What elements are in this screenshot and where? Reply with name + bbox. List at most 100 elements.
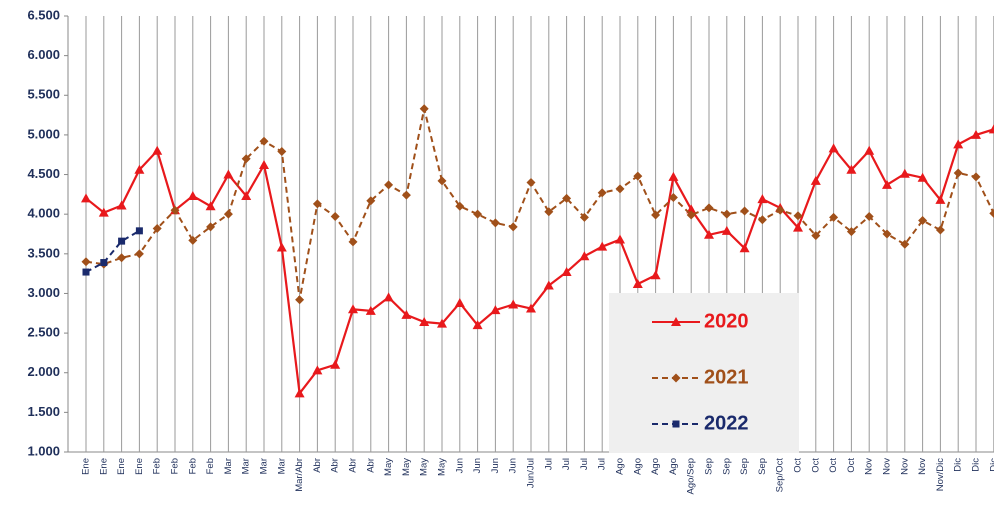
marker <box>829 212 839 222</box>
x-tick-label: Oct <box>828 458 839 473</box>
marker <box>686 210 696 220</box>
legend-box <box>609 293 799 453</box>
marker <box>241 154 251 164</box>
x-tick-label: Feb <box>187 458 198 474</box>
marker <box>935 194 946 204</box>
marker <box>793 211 803 221</box>
x-tick-label: Nov <box>882 458 893 475</box>
marker <box>401 309 412 319</box>
x-tick-label: Ago/Sep <box>686 458 697 494</box>
legend-label: 2020 <box>704 310 749 332</box>
marker <box>882 179 892 189</box>
marker <box>98 207 109 217</box>
x-tick-label: Jun/Jul <box>526 458 537 488</box>
x-tick-label: Dic <box>971 458 982 472</box>
marker <box>294 388 305 398</box>
x-tick-label: Abr <box>312 458 323 473</box>
x-tick-label: Ago <box>650 458 661 475</box>
marker <box>454 297 465 307</box>
x-tick-label: Jul <box>543 458 554 470</box>
x-tick-label: Mar <box>259 458 270 474</box>
marker <box>241 190 252 200</box>
marker <box>366 196 376 206</box>
series-line <box>85 229 140 273</box>
marker <box>526 177 536 187</box>
marker <box>989 208 994 218</box>
marker <box>312 199 322 209</box>
marker <box>259 160 269 170</box>
marker <box>953 168 963 178</box>
marker <box>81 257 91 267</box>
marker <box>401 190 411 200</box>
x-tick-label: Sep/Oct <box>775 458 786 493</box>
marker <box>365 305 376 315</box>
x-tick-label: Mar <box>223 458 234 474</box>
marker <box>152 145 163 155</box>
y-tick-label: 1.500 <box>27 404 60 419</box>
x-tick-label: Jun <box>454 458 465 473</box>
marker <box>134 249 144 259</box>
marker <box>953 139 964 149</box>
marker <box>134 164 145 174</box>
y-tick-label: 6.500 <box>27 7 60 22</box>
marker <box>900 239 910 249</box>
marker <box>295 295 305 305</box>
y-tick-label: 1.000 <box>27 443 60 458</box>
x-tick-label: Dic <box>988 458 994 472</box>
marker <box>918 216 928 226</box>
marker <box>419 316 430 326</box>
marker <box>739 243 750 253</box>
x-tick-label: Nov <box>917 458 928 475</box>
x-tick-label: Mar/Abr <box>294 458 305 492</box>
y-tick-label: 3.000 <box>27 285 60 300</box>
marker <box>917 172 928 182</box>
marker <box>526 303 536 313</box>
marker <box>722 209 732 219</box>
x-tick-label: Ago <box>668 458 679 475</box>
x-tick-label: Oct <box>793 458 804 473</box>
x-tick-label: Oct <box>810 458 821 473</box>
marker <box>650 270 661 280</box>
x-tick-label: May <box>437 458 448 476</box>
marker <box>721 225 732 235</box>
marker <box>419 104 429 114</box>
series-line <box>85 128 994 397</box>
marker <box>223 209 233 219</box>
marker <box>490 305 501 315</box>
x-tick-label: Sep <box>757 458 768 475</box>
marker <box>846 164 857 174</box>
marker <box>561 267 572 277</box>
x-tick-label: May <box>419 458 430 476</box>
marker <box>668 171 679 181</box>
marker <box>118 237 126 245</box>
x-tick-label: Nov <box>899 458 910 475</box>
marker <box>935 225 945 235</box>
marker <box>170 205 180 215</box>
marker <box>597 188 607 198</box>
marker <box>330 212 340 222</box>
x-tick-label: Ago <box>615 458 626 475</box>
marker <box>82 268 90 276</box>
marker <box>543 280 554 290</box>
legend-label: 2021 <box>704 366 749 388</box>
marker <box>704 203 714 213</box>
x-tick-label: Nov/Dic <box>935 458 946 492</box>
marker <box>81 193 91 203</box>
x-tick-label: Jun <box>508 458 519 473</box>
marker <box>348 304 358 314</box>
marker <box>384 180 394 190</box>
marker <box>846 227 856 237</box>
x-tick-label: Nov <box>864 458 875 475</box>
marker <box>100 259 108 267</box>
marker <box>671 317 681 326</box>
x-tick-label: Jul <box>597 458 608 470</box>
x-tick-label: Mar <box>276 458 287 474</box>
marker <box>206 222 216 232</box>
marker <box>330 359 341 369</box>
marker <box>277 147 287 157</box>
marker <box>615 234 625 244</box>
marker <box>811 231 821 241</box>
y-tick-label: 4.500 <box>27 166 60 181</box>
marker <box>383 292 394 302</box>
